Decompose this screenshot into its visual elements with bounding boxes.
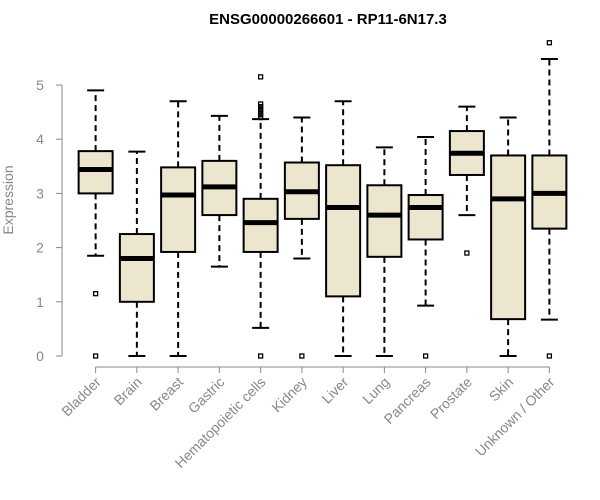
box-pancreas: [407, 136, 444, 359]
y-axis: 0 1 2 3 4 5: [36, 77, 63, 364]
x-tick-label: Prostate: [427, 374, 475, 422]
y-tick-label: 5: [36, 77, 44, 93]
box-liver: [325, 100, 362, 357]
outlier-point: [257, 104, 264, 110]
box-iqr: [77, 150, 114, 195]
x-tick-label: Brain: [111, 374, 145, 408]
outlier-point: [257, 106, 264, 113]
outlier-point: [257, 112, 264, 118]
box-brain: [118, 150, 155, 357]
y-tick-label: 4: [36, 131, 44, 147]
outlier-point: [257, 74, 264, 80]
box-iqr: [160, 166, 197, 253]
outlier-point: [92, 291, 99, 297]
box-hematopoietic-cells: [242, 74, 279, 359]
x-tick-label: Breast: [146, 374, 186, 414]
x-tick-label: Bladder: [58, 374, 104, 420]
outlier-point: [257, 101, 264, 107]
box-iqr: [366, 184, 403, 258]
outlier-point: [464, 250, 470, 256]
box-bladder: [77, 89, 114, 359]
y-tick-label: 2: [36, 240, 44, 256]
x-tick-label: Liver: [318, 374, 351, 407]
box-breast: [160, 100, 197, 357]
box-iqr: [118, 233, 155, 303]
x-tick-label: Lung: [359, 374, 392, 407]
box-iqr: [325, 164, 362, 298]
box-kidney: [283, 116, 320, 359]
y-tick-label: 0: [36, 348, 44, 364]
box-gastric: [201, 114, 238, 268]
outlier-point: [257, 353, 264, 359]
outlier-point: [257, 114, 264, 121]
outlier-point: [546, 353, 553, 359]
box-unknown-other: [531, 40, 568, 359]
y-tick-label: 1: [36, 294, 44, 310]
x-tick-label: Skin: [486, 374, 517, 405]
outlier-point: [92, 353, 99, 359]
box-lung: [366, 146, 403, 357]
y-axis-label: Expression: [0, 165, 16, 234]
outlier-point: [422, 353, 429, 359]
y-tick-label: 3: [36, 185, 44, 201]
outlier-point: [299, 353, 305, 359]
outlier-point: [257, 109, 264, 115]
box-skin: [490, 116, 527, 357]
box-iqr: [242, 197, 279, 253]
outlier-point: [546, 40, 553, 46]
x-tick-label: Kidney: [268, 374, 310, 416]
box-prostate: [448, 105, 485, 256]
box-iqr: [407, 194, 444, 241]
chart-title: ENSG00000266601 - RP11-6N17.3: [209, 11, 447, 28]
boxes-layer: [77, 40, 568, 359]
box-iqr: [490, 154, 527, 321]
